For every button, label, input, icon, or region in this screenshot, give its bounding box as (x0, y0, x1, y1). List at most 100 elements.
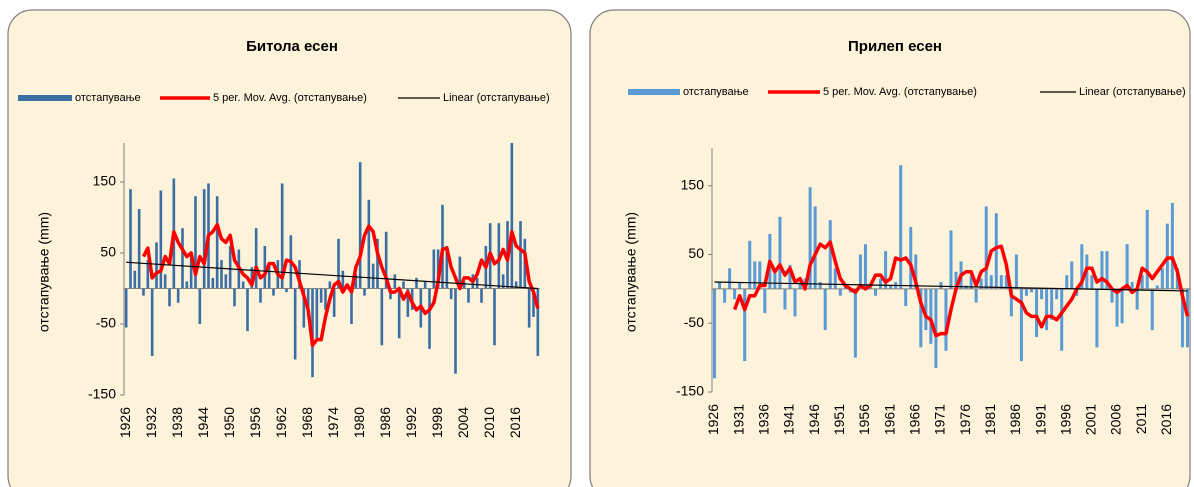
bar (350, 288, 353, 325)
bar (428, 288, 431, 349)
x-tick-label: 1986 (1007, 404, 1023, 435)
bar (358, 162, 362, 289)
y-axis-title: отстапување (mm) (36, 212, 52, 332)
bar (858, 254, 862, 289)
x-tick-label: 1981 (982, 404, 998, 435)
x-tick-label: 1946 (806, 404, 822, 435)
bar (458, 256, 462, 289)
moving-average-line (141, 222, 540, 348)
bar (1145, 209, 1149, 289)
bar (155, 242, 158, 289)
bar (454, 288, 457, 374)
bar (914, 254, 918, 289)
bar (514, 281, 518, 289)
bar (1014, 254, 1018, 289)
bar (146, 260, 150, 289)
bar (480, 288, 483, 303)
bar (1065, 275, 1069, 289)
bar (808, 187, 812, 289)
x-tick-label: 2016 (1158, 404, 1174, 435)
bar (823, 288, 827, 331)
x-tick-label: 1991 (1032, 404, 1048, 435)
x-tick-label: 2011 (1133, 404, 1149, 434)
bar (1060, 288, 1064, 351)
bar (924, 288, 928, 331)
x-tick-label: 1950 (221, 407, 237, 438)
bar (241, 281, 245, 289)
bar (1055, 288, 1059, 300)
bar (133, 270, 137, 289)
bar (1150, 288, 1154, 331)
bar (1180, 288, 1184, 348)
bar (272, 288, 275, 296)
bar (376, 238, 379, 289)
bar (969, 275, 973, 289)
bar (449, 288, 453, 300)
x-tick-label: 1926 (117, 407, 133, 438)
bar (168, 288, 171, 307)
x-tick-label: 1976 (957, 404, 973, 435)
bar (432, 249, 436, 289)
bar (1035, 288, 1039, 338)
bar (467, 288, 470, 303)
bar (246, 288, 249, 332)
bar (853, 288, 857, 358)
legend-swatch (18, 95, 72, 101)
bar (1115, 288, 1119, 327)
bar (319, 288, 323, 303)
bar (1024, 288, 1028, 296)
bar (220, 260, 223, 289)
bar (863, 244, 867, 289)
bar (475, 277, 479, 289)
bar (302, 288, 306, 328)
bar (1135, 288, 1139, 310)
bar (328, 281, 332, 289)
y-tick-label: 150 (681, 177, 705, 193)
bar (1045, 288, 1049, 331)
x-tick-label: 1926 (705, 404, 721, 435)
x-tick-label: 2006 (1108, 404, 1124, 435)
bar (129, 189, 132, 289)
x-tick-label: 1956 (856, 404, 872, 435)
bar (949, 230, 953, 289)
bar (838, 288, 842, 296)
bar (493, 288, 496, 346)
bar (763, 288, 767, 313)
bar (198, 288, 202, 325)
x-tick-label: 2001 (1083, 404, 1099, 435)
y-tick-label: 50 (688, 245, 704, 261)
bar (874, 288, 878, 296)
bar (723, 288, 727, 303)
bar (285, 288, 288, 293)
x-tick-label: 1998 (429, 407, 445, 438)
x-tick-label: 1961 (881, 404, 897, 435)
legend-label: 5 per. Mov. Avg. (отстапување) (213, 92, 367, 104)
x-tick-label: 1951 (831, 404, 847, 435)
bar (1004, 275, 1008, 289)
bar (337, 238, 340, 289)
x-tick-label: 1968 (299, 407, 315, 438)
moving-average-line (732, 240, 1190, 338)
bar (813, 206, 817, 289)
bar (228, 245, 232, 289)
legend-swatch (628, 89, 680, 95)
bar (124, 288, 128, 328)
chart-title: Битола есен (246, 38, 338, 55)
bar (904, 288, 908, 307)
bar (1070, 261, 1074, 289)
bar (324, 288, 327, 310)
bar (441, 204, 444, 289)
bar (298, 260, 301, 289)
bar (423, 281, 427, 289)
bar (753, 261, 757, 289)
panel (589, 9, 1191, 487)
bar (389, 288, 392, 300)
y-tick-label: -150 (88, 386, 116, 402)
bar (773, 268, 777, 289)
bar (974, 288, 978, 303)
bar (332, 288, 336, 317)
y-tick-label: 50 (100, 244, 116, 260)
bar (363, 288, 366, 296)
bar (445, 245, 449, 289)
